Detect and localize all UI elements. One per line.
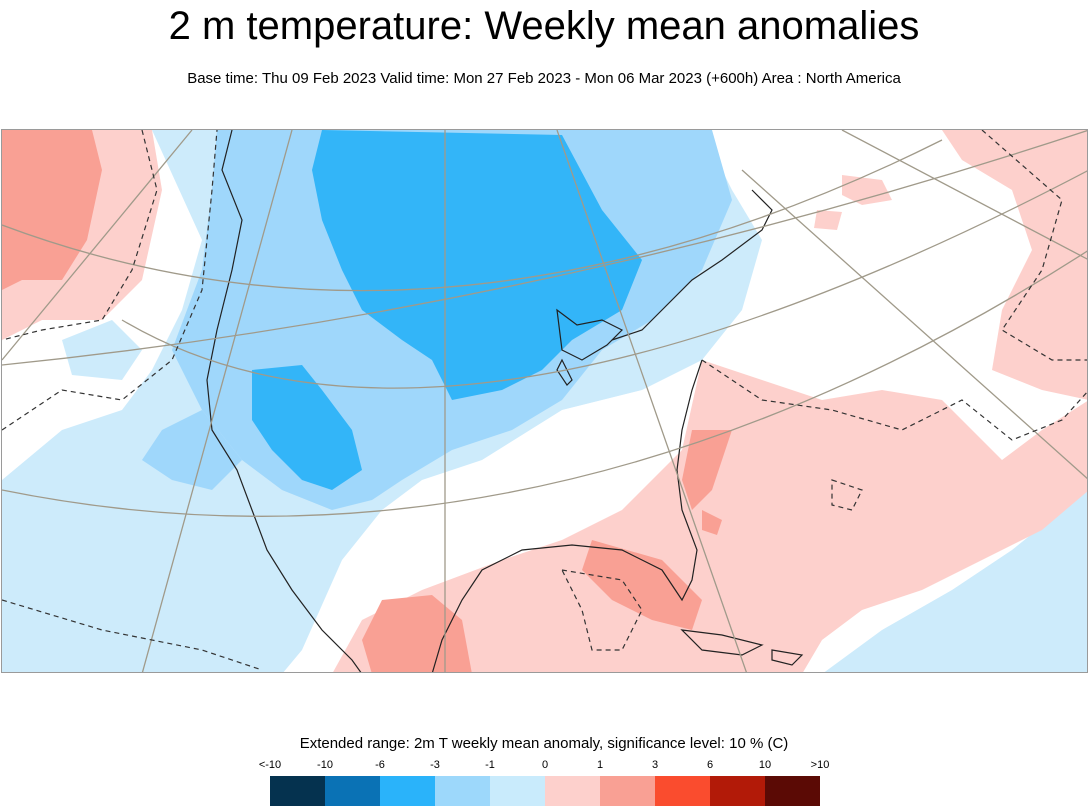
- anomaly-medium-red-mexico: [362, 595, 472, 672]
- page-subtitle: Base time: Thu 09 Feb 2023 Valid time: M…: [187, 70, 901, 87]
- legend-swatch: [655, 776, 710, 806]
- legend-swatch: [270, 776, 325, 806]
- legend-label: -10: [317, 759, 333, 771]
- anomaly-light-blue-east: [824, 482, 1087, 672]
- legend-swatch: [545, 776, 600, 806]
- legend-swatch: [490, 776, 545, 806]
- legend-swatch: [380, 776, 435, 806]
- anomaly-medium-red-caribbean: [702, 510, 722, 535]
- legend-label: 3: [651, 759, 659, 771]
- anomaly-medium-blue-coast: [142, 410, 242, 490]
- anomaly-light-red-northeast: [942, 130, 1087, 400]
- anomaly-strong-blue-west: [252, 365, 362, 490]
- legend-label: <-10: [258, 759, 282, 771]
- anomaly-light-blue-patch: [62, 320, 142, 380]
- legend-label: 6: [706, 759, 714, 771]
- legend-swatch: [765, 776, 820, 806]
- graticule: [2, 130, 1087, 672]
- legend-label: 10: [758, 759, 772, 771]
- legend-swatch: [600, 776, 655, 806]
- legend-color-bar: [270, 776, 820, 806]
- anomaly-medium-red-gulf: [582, 540, 702, 630]
- legend-label: -6: [375, 759, 385, 771]
- legend-label: >10: [810, 759, 830, 771]
- coastlines: [206, 130, 804, 672]
- legend-swatch: [710, 776, 765, 806]
- legend-swatch: [435, 776, 490, 806]
- legend-label: -1: [485, 759, 495, 771]
- legend-title: Extended range: 2m T weekly mean anomaly…: [299, 735, 789, 752]
- legend-labels: <-10 -10 -6 -3 -1 0 1 3 6 10 >10: [245, 758, 845, 774]
- significance-contours: [2, 130, 1087, 671]
- legend-label: 0: [541, 759, 549, 771]
- legend-label: -3: [430, 759, 440, 771]
- legend-label: 1: [596, 759, 604, 771]
- anomaly-light-red-islands: [814, 175, 892, 230]
- legend-swatch: [325, 776, 380, 806]
- page-title: 2 m temperature: Weekly mean anomalies: [168, 4, 920, 48]
- anomaly-map: [1, 129, 1088, 673]
- map-svg: [2, 130, 1087, 672]
- anomaly-medium-red-atlantic: [682, 430, 732, 510]
